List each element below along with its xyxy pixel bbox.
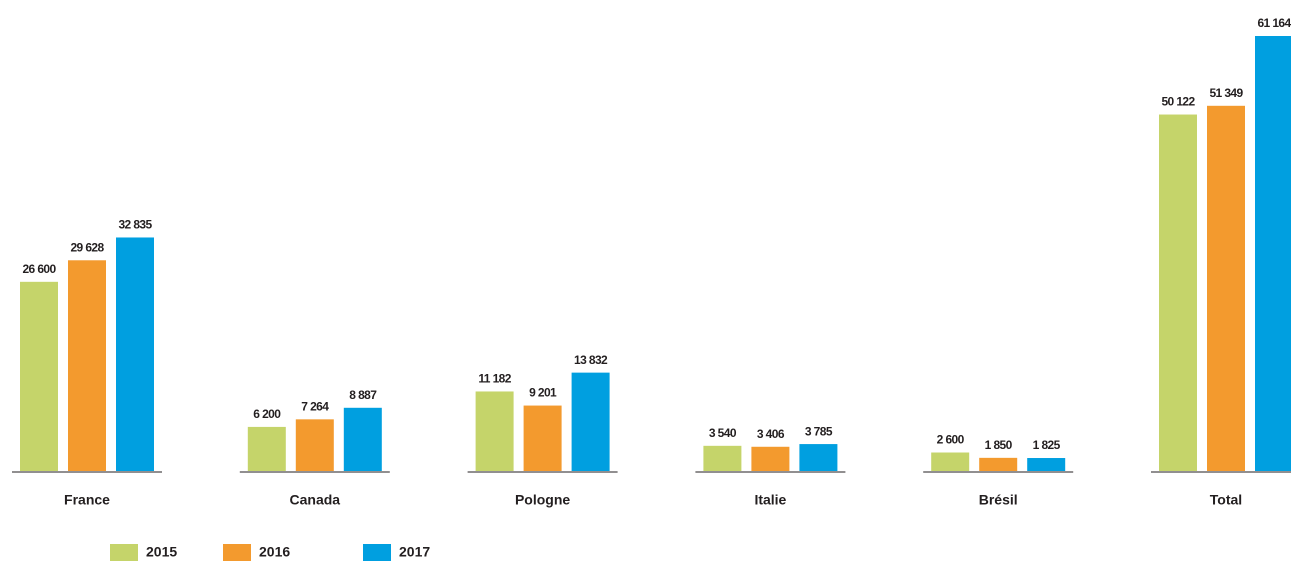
value-label: 1 850 [985, 438, 1013, 452]
legend-swatch [363, 544, 391, 561]
value-label: 26 600 [22, 262, 56, 276]
bar [523, 405, 562, 471]
value-label: 6 200 [253, 407, 281, 421]
x-tick-label: Total [1210, 492, 1242, 508]
legend-swatch [110, 544, 138, 561]
x-tick-label: France [64, 492, 110, 508]
bar [1207, 105, 1245, 472]
value-label: 9 201 [529, 386, 557, 400]
value-label: 1 825 [1033, 438, 1061, 452]
legend-label: 2015 [146, 544, 177, 560]
x-tick-label: Italie [754, 492, 786, 508]
bar [68, 260, 106, 471]
x-tick-label: Pologne [515, 492, 570, 508]
bar [295, 419, 334, 471]
value-label: 61 164 [1257, 16, 1291, 30]
bar [799, 444, 838, 471]
bar [1159, 114, 1197, 471]
value-label: 50 122 [1161, 95, 1195, 109]
legend-label: 2016 [259, 544, 290, 560]
bar [979, 457, 1018, 471]
value-label: 3 406 [757, 427, 785, 441]
value-label: 2 600 [937, 433, 965, 447]
value-label: 13 832 [574, 353, 608, 367]
legend-swatch [223, 544, 251, 561]
legend-label: 2017 [399, 544, 430, 560]
x-tick-label: Brésil [979, 492, 1018, 508]
bar [116, 237, 154, 471]
value-label: 3 785 [805, 424, 833, 438]
x-tick-label: Canada [290, 492, 341, 508]
bar [703, 445, 742, 471]
bar [571, 372, 610, 471]
value-label: 8 887 [349, 388, 377, 402]
value-label: 29 628 [70, 240, 104, 254]
bar [343, 407, 382, 471]
bar [247, 426, 286, 471]
value-label: 7 264 [301, 400, 329, 414]
value-label: 32 835 [118, 218, 152, 232]
value-label: 51 349 [1209, 86, 1243, 100]
bar [1255, 36, 1291, 471]
bar [1027, 458, 1066, 471]
value-label: 3 540 [709, 426, 737, 440]
bar [751, 446, 790, 471]
bar [20, 281, 58, 471]
value-label: 11 182 [478, 372, 511, 386]
bar [475, 391, 514, 471]
bar [931, 452, 970, 471]
